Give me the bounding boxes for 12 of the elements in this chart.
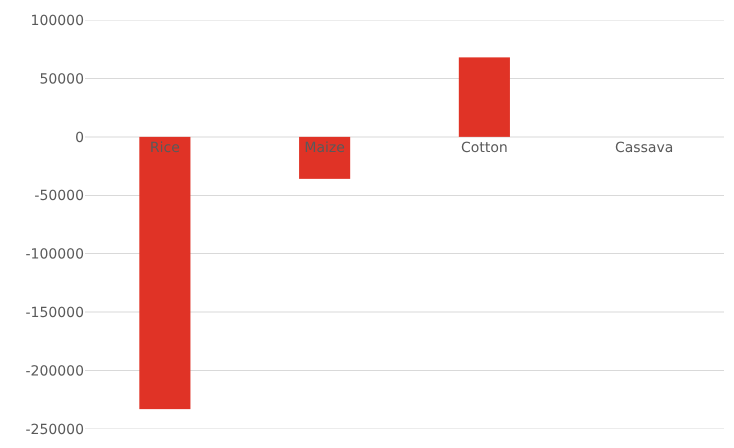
y-tick-label: -200000 [26,363,84,380]
y-tick-label: -50000 [34,188,84,204]
y-tick-label: -150000 [26,305,84,322]
y-tick-label: -100000 [26,246,84,263]
y-tick-label: 100000 [30,12,84,29]
x-tick-label: Cassava [614,140,674,156]
y-tick-label: 0 [75,130,84,146]
y-tick-label: 50000 [39,71,84,88]
x-tick-label: Cotton [460,140,508,156]
y-tick-label: -250000 [26,422,84,438]
x-tick-label: Maize [304,140,345,156]
x-tick-label: Rice [150,140,180,156]
